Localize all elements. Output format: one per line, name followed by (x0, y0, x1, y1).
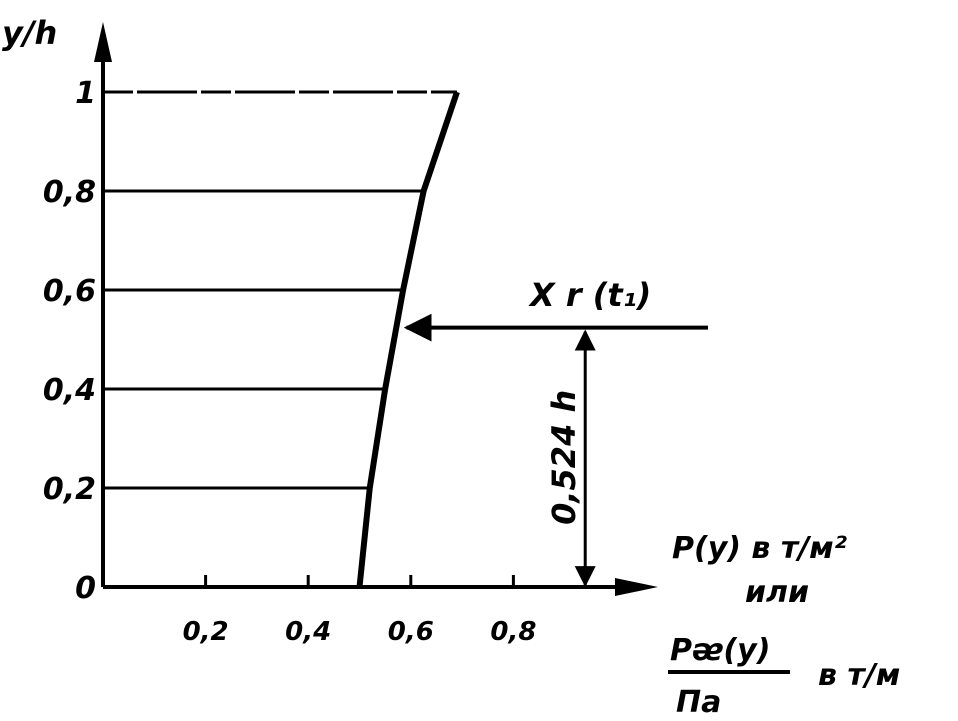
y-tick-label: 0,2 (43, 472, 96, 507)
y-tick-label: 0,4 (43, 373, 96, 408)
x-tick-label: 0,2 (183, 617, 229, 647)
x-tick-label: 0,4 (285, 617, 331, 647)
x-axis-arrow-icon (615, 578, 658, 596)
x-axis-label-denominator: Πa (676, 685, 721, 720)
height-dimension-label: 0,524 h (545, 390, 583, 525)
x-ticks: 0,2 0,4 0,6 0,8 (183, 575, 536, 647)
x-tick-label: 0,8 (490, 617, 536, 647)
y-tick-label: 0,8 (43, 175, 96, 210)
x-tick-label: 0,6 (388, 617, 434, 647)
load-curve (356, 91, 460, 588)
y-ticks: 0 0,2 0,4 0,6 0,8 1 (43, 76, 96, 606)
hatch-lines (103, 90, 457, 490)
y-tick-label: 0 (75, 571, 96, 606)
x-axis-label-numerator: Pᴂ(y) (670, 633, 770, 668)
x-axis-label-line-1: P(y) в т/м² (672, 531, 847, 566)
y-tick-label: 0,6 (43, 274, 96, 309)
resultant-force-label: X r (t₁) (528, 276, 651, 314)
x-axis-label-line-2: или (745, 575, 809, 610)
y-axis-arrow-icon (94, 22, 112, 62)
y-axis-label: y/h (2, 14, 57, 52)
x-axis-label-unit: в т/м (818, 658, 900, 693)
y-tick-label: 1 (75, 76, 96, 111)
